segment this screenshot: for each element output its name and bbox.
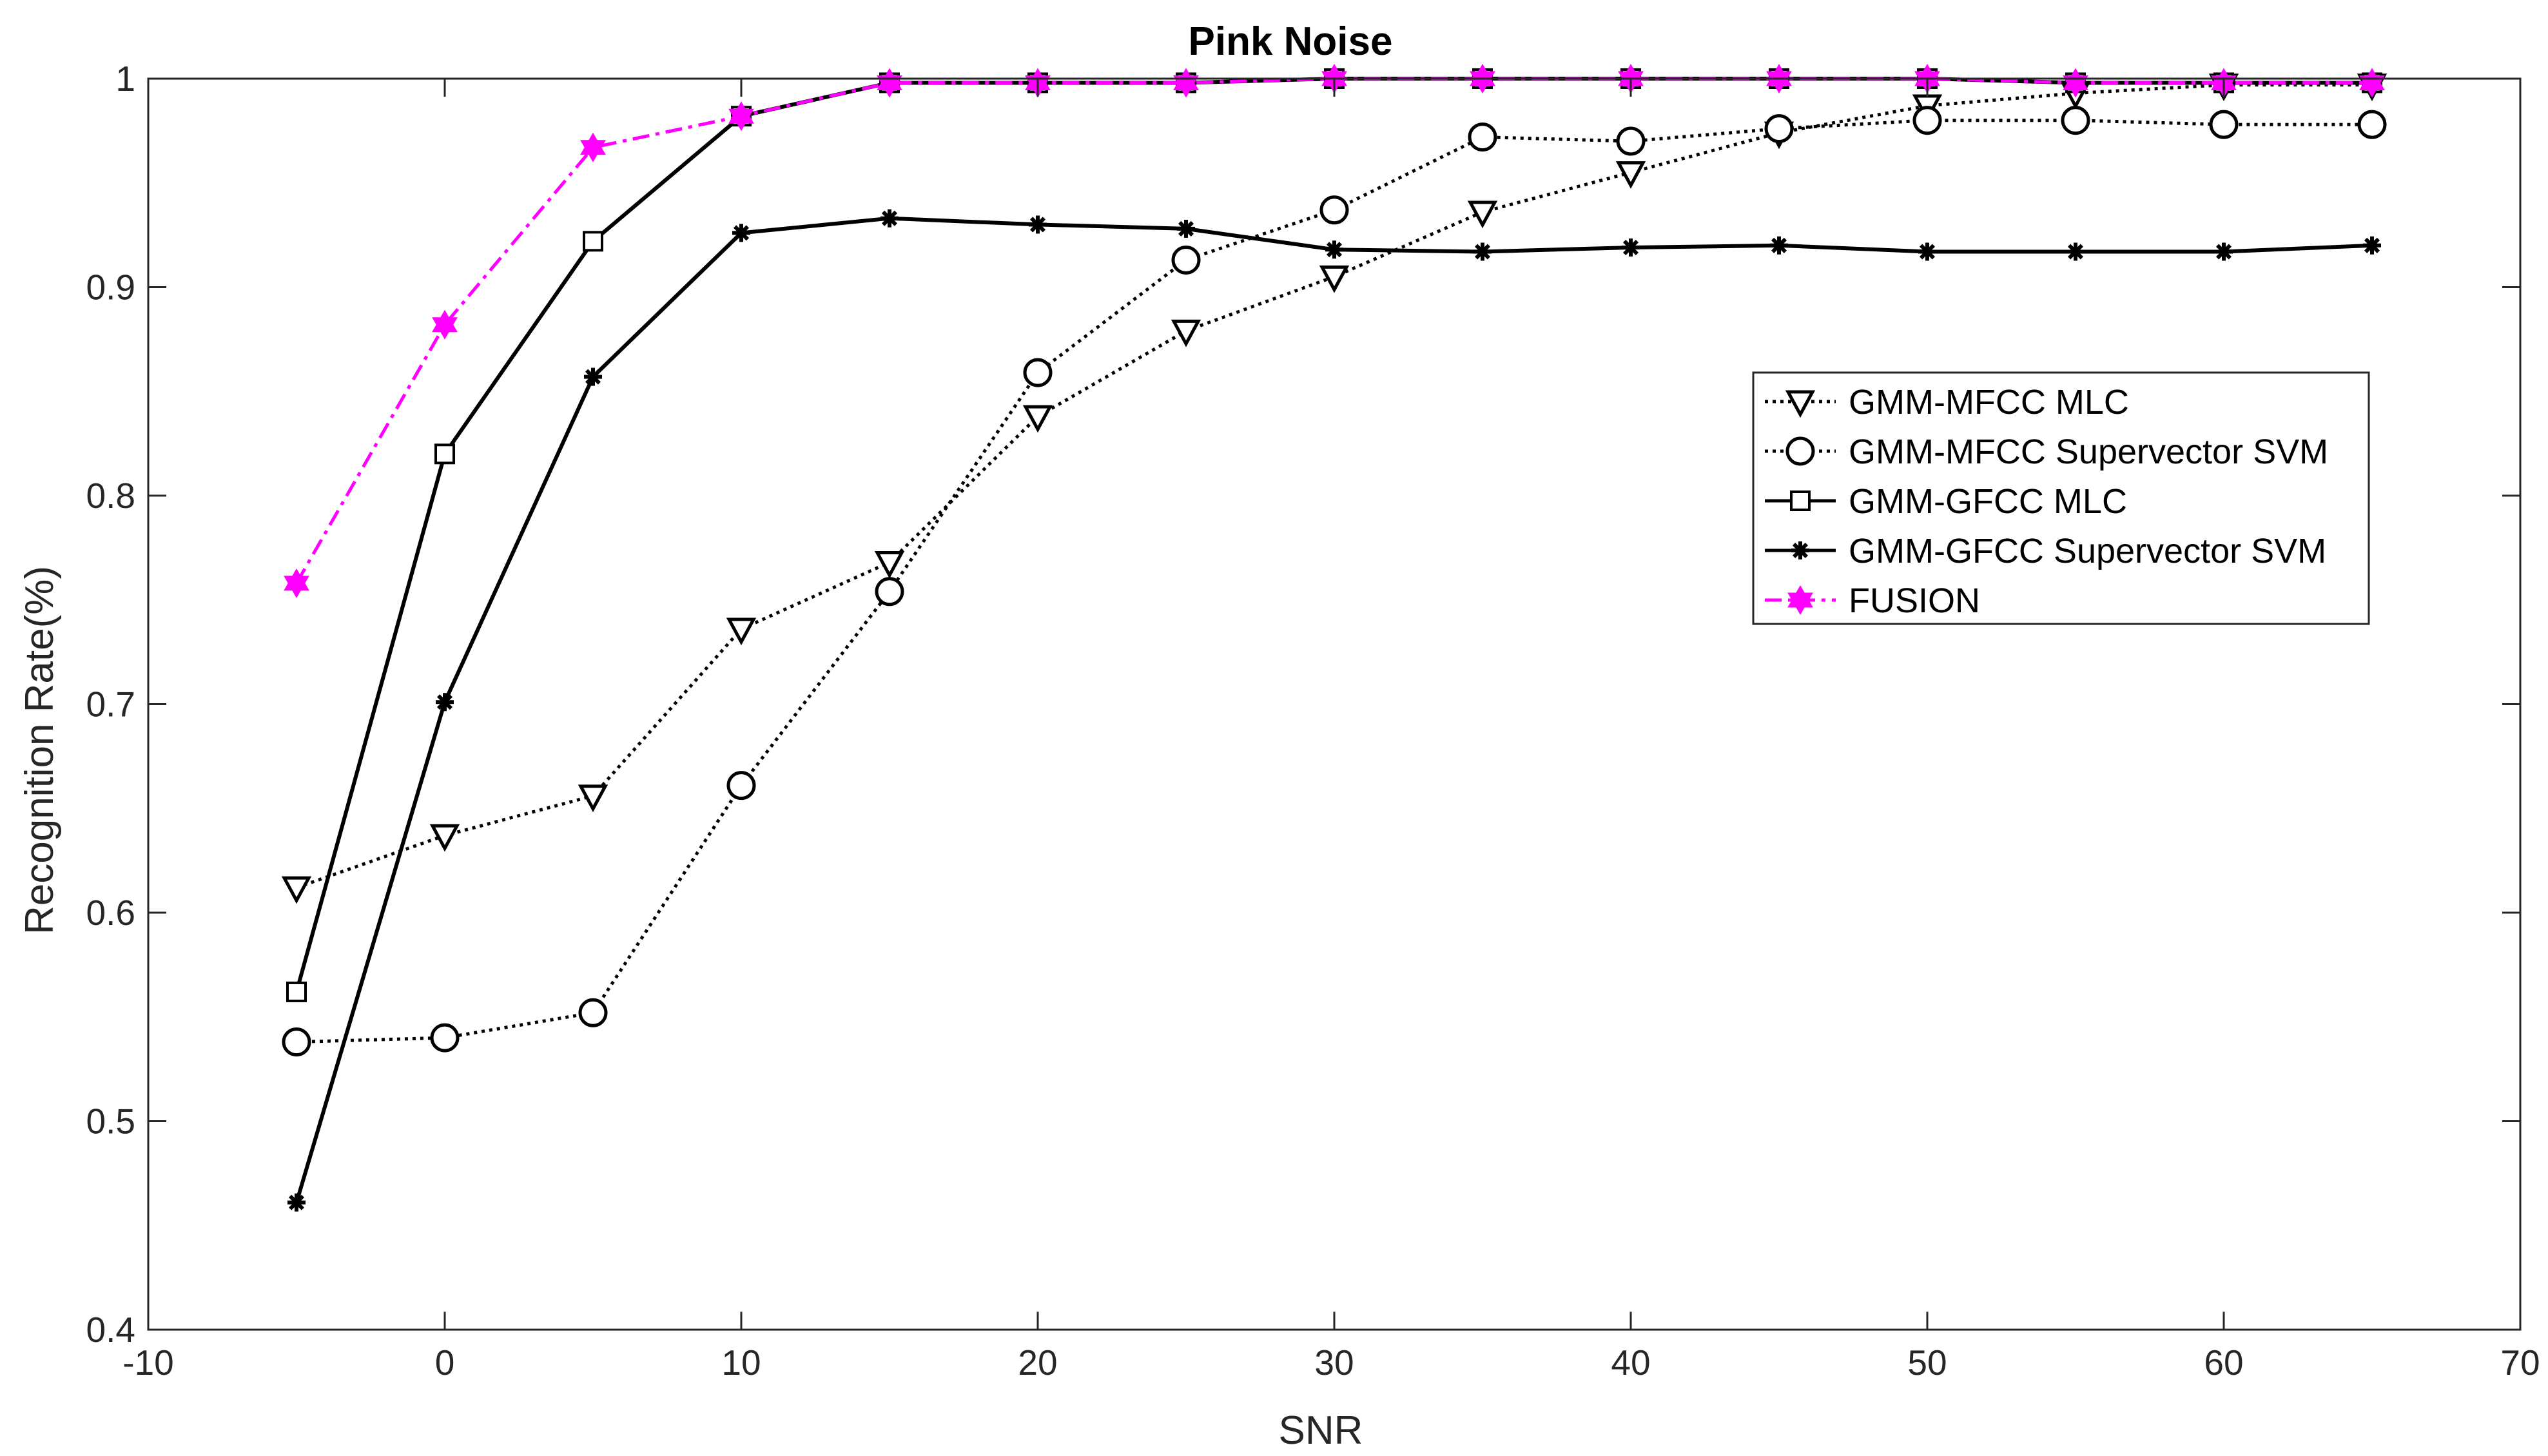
x-axis-label: SNR: [1279, 1408, 1363, 1453]
legend-label: GMM-GFCC MLC: [1849, 482, 2127, 521]
data-point: [1912, 106, 1942, 135]
data-point: [2215, 242, 2233, 261]
y-tick-label: 0.8: [86, 476, 135, 516]
series-line: [296, 119, 2372, 1044]
legend-label: GMM-MFCC Supervector SVM: [1849, 432, 2328, 471]
x-tick-label: 0: [435, 1343, 455, 1383]
data-point: [1766, 63, 1792, 94]
x-tick-label: 60: [2204, 1343, 2243, 1383]
chart-title: Pink Noise: [1189, 19, 1393, 64]
data-point: [1473, 242, 1492, 261]
y-tick-label: 0.6: [86, 893, 135, 933]
legend-marker: [1785, 436, 1815, 466]
data-point: [282, 1027, 311, 1057]
data-point: [1319, 195, 1349, 225]
data-point: [1764, 114, 1794, 144]
data-point: [732, 224, 750, 242]
data-point: [1918, 242, 1936, 261]
x-tick-label: 70: [2500, 1343, 2540, 1383]
data-point: [2067, 242, 2085, 261]
legend-entry: GMM-GFCC Supervector SVM: [1765, 532, 2326, 570]
data-point: [1616, 126, 1646, 156]
data-point: [1171, 319, 1201, 347]
x-tick-label: 30: [1314, 1343, 1354, 1383]
data-point: [287, 1193, 306, 1212]
data-point: [2209, 110, 2239, 139]
data-point: [436, 693, 454, 712]
y-tick-label: 1: [115, 59, 135, 99]
x-tick-label: -10: [122, 1343, 174, 1383]
legend-entry: FUSION: [1765, 581, 1980, 620]
legend-marker: [1790, 490, 1811, 511]
data-point: [1023, 358, 1053, 387]
legend-box: [1752, 371, 2370, 625]
data-point: [1615, 161, 1646, 189]
data-point: [874, 551, 905, 579]
data-point: [430, 1023, 460, 1053]
data-point: [584, 367, 602, 386]
data-point: [1622, 238, 1640, 257]
data-point: [1177, 219, 1195, 238]
data-point: [880, 209, 899, 228]
legend-marker: [1791, 541, 1809, 559]
data-point: [578, 998, 608, 1027]
x-tick-label: 40: [1611, 1343, 1650, 1383]
data-point: [578, 784, 608, 813]
data-point: [583, 231, 603, 252]
series-line: [296, 83, 2372, 889]
legend-entry: GMM-GFCC MLC: [1765, 482, 2127, 521]
plot-area: [281, 63, 2388, 1212]
data-point: [429, 824, 460, 852]
data-point: [728, 101, 754, 131]
data-point: [1022, 405, 1053, 433]
data-point: [875, 577, 904, 607]
series-1: [282, 106, 2387, 1057]
legend-label: GMM-MFCC MLC: [1849, 383, 2129, 422]
x-tick-label: 10: [721, 1343, 761, 1383]
data-point: [1770, 236, 1788, 255]
x-tick-label: 50: [1907, 1343, 1947, 1383]
series-3: [287, 209, 2381, 1212]
series-4: [284, 63, 2385, 598]
data-point: [1467, 200, 1498, 229]
legend: GMM-MFCC MLC GMM-MFCC Supervector SVM GMM-…: [1752, 371, 2370, 625]
data-point: [1029, 215, 1047, 234]
y-tick-label: 0.7: [86, 684, 135, 724]
y-tick-label: 0.4: [86, 1310, 135, 1350]
data-point: [726, 771, 756, 801]
legend-label: GMM-GFCC Supervector SVM: [1849, 532, 2326, 570]
data-point: [1470, 63, 1495, 94]
y-axis-label: Recognition Rate(%): [17, 566, 62, 935]
data-point: [726, 617, 757, 646]
data-point: [281, 876, 312, 904]
axes: -10 0 10 20 30 40 50 60 70 0.4 0.5 0.6 0.7 0.8 0.9 1: [86, 59, 2540, 1383]
data-point: [286, 981, 307, 1002]
y-tick-label: 0.5: [86, 1102, 135, 1141]
legend-entry: GMM-MFCC Supervector SVM: [1765, 432, 2328, 471]
data-point: [580, 132, 606, 162]
data-point: [432, 309, 458, 340]
data-point: [1319, 265, 1350, 293]
legend-label: FUSION: [1849, 581, 1980, 620]
data-point: [2357, 110, 2387, 139]
legend-entry: GMM-MFCC MLC: [1765, 383, 2129, 422]
data-point: [434, 443, 455, 465]
legend-marker: [1787, 585, 1813, 616]
data-point: [1468, 122, 1497, 152]
data-point: [284, 568, 309, 598]
data-point: [2363, 236, 2381, 255]
data-point: [1171, 245, 1201, 275]
legend-marker: [1785, 390, 1816, 418]
data-point: [1325, 240, 1343, 259]
data-point: [2061, 106, 2090, 135]
x-tick-label: 20: [1018, 1343, 1057, 1383]
y-tick-label: 0.9: [86, 267, 135, 307]
